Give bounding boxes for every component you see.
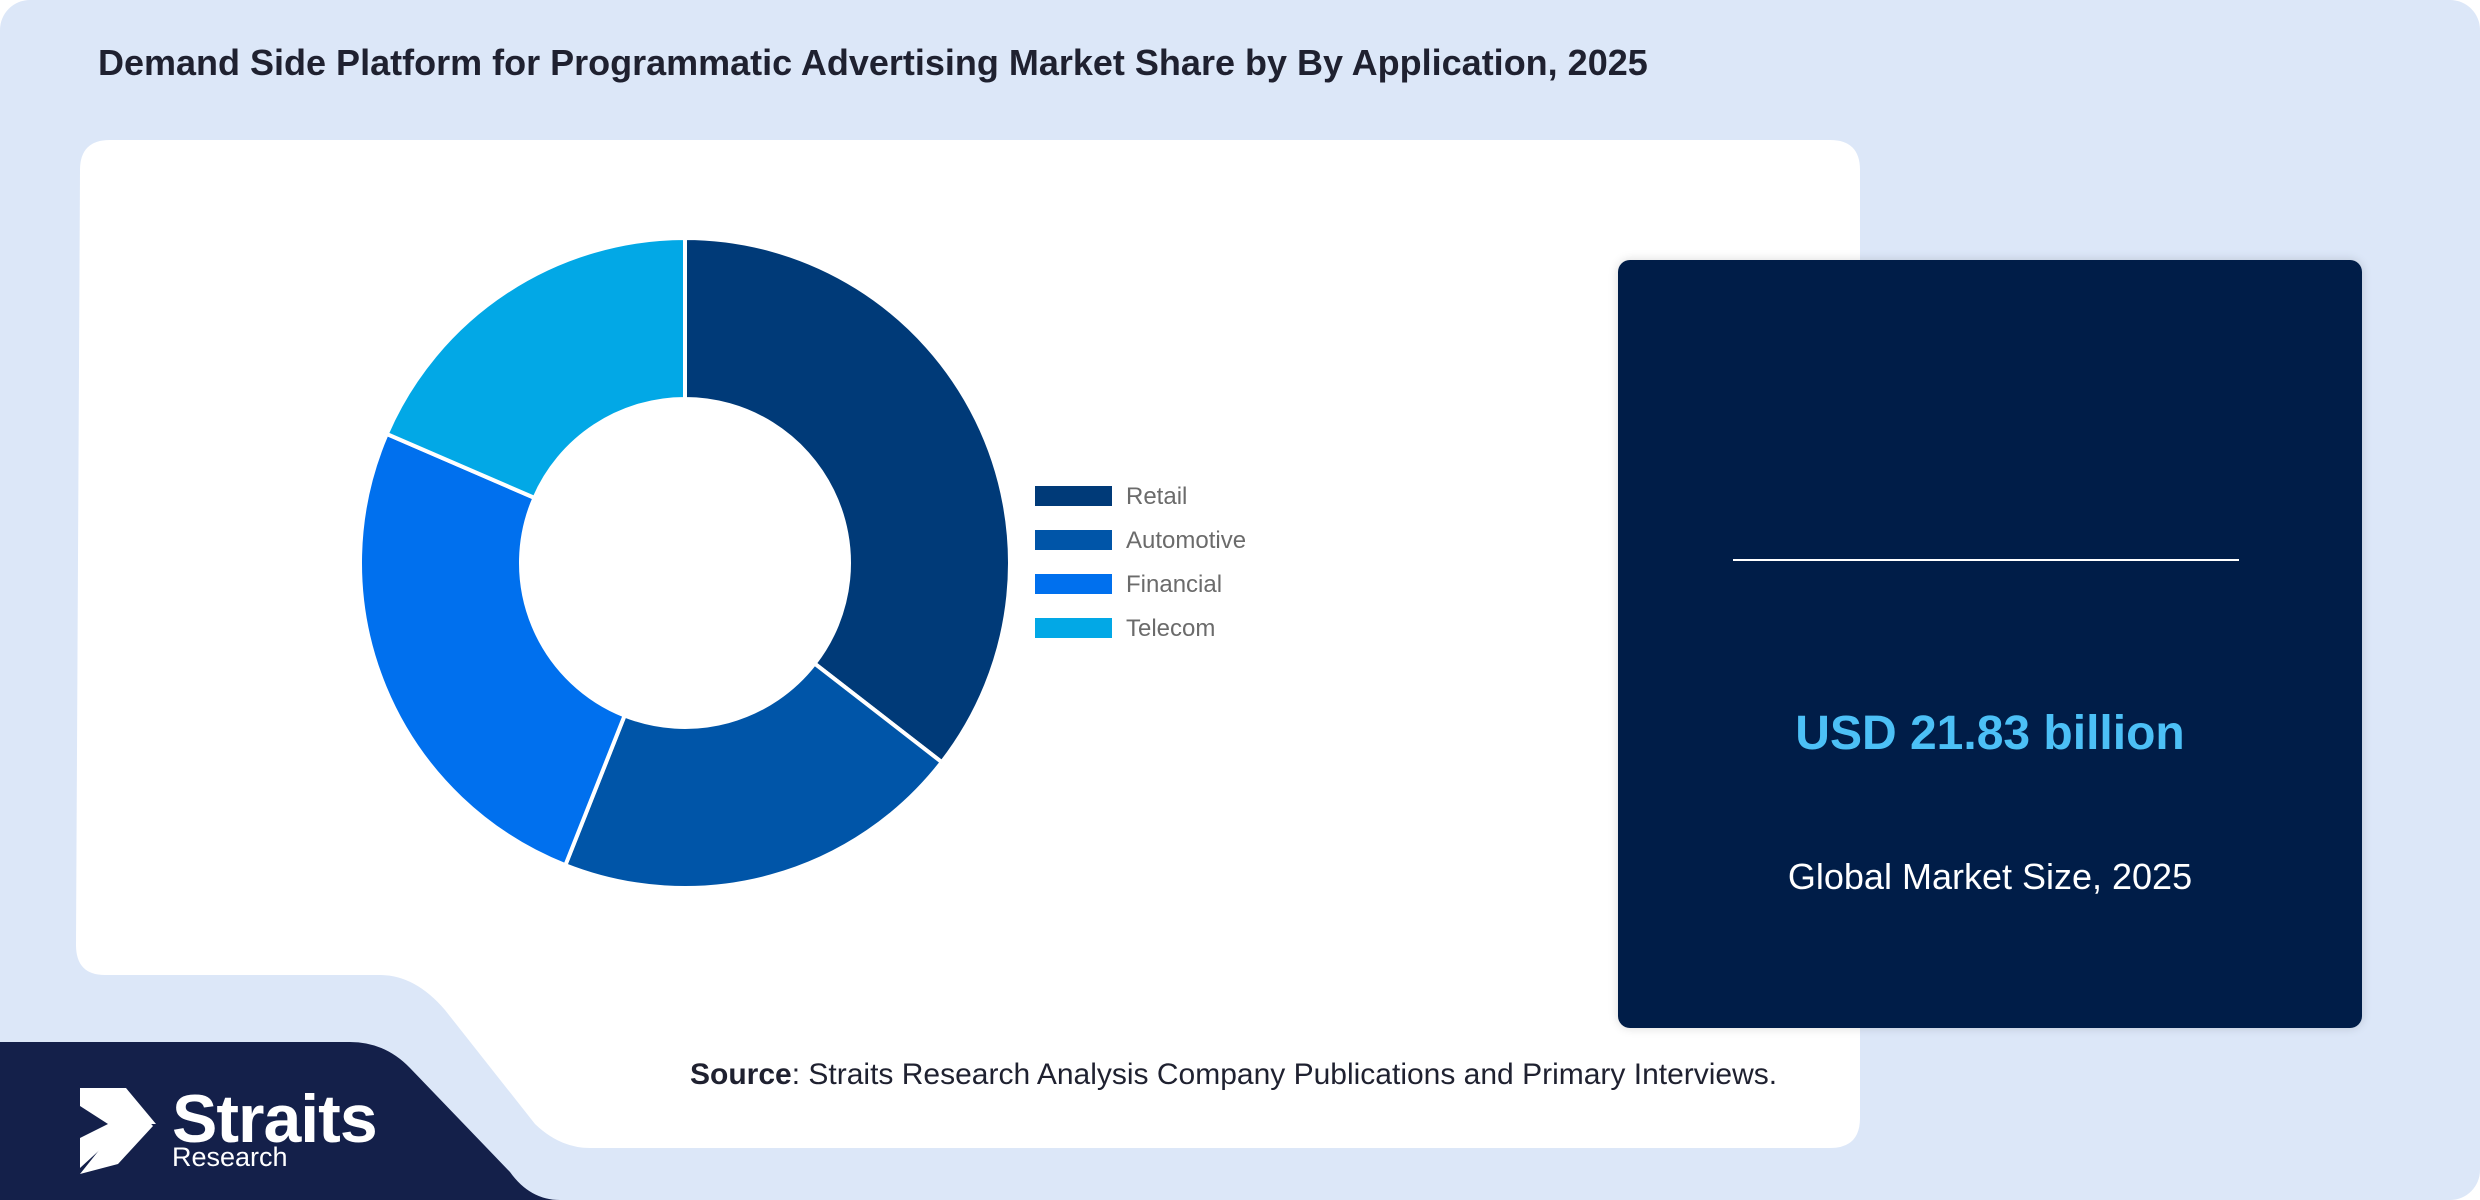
legend-swatch-telecom <box>1035 618 1112 638</box>
footer-band <box>0 1042 560 1200</box>
legend-swatch-financial <box>1035 574 1112 594</box>
legend-swatch-automotive <box>1035 530 1112 550</box>
market-size-caption: Global Market Size, 2025 <box>1787 856 2193 897</box>
source-note: Source: Straits Research Analysis Compan… <box>690 1058 1777 1092</box>
arrow-chevron-icon <box>80 1088 156 1174</box>
legend-label-retail: Retail <box>1126 483 1187 510</box>
slice-retail <box>683 235 1012 766</box>
legend-label-financial: Financial <box>1126 571 1222 598</box>
chart-legend: Retail Automotive Financial Telecom <box>1035 483 1246 642</box>
brand-sub: Research <box>172 1142 288 1172</box>
legend-label-automotive: Automotive <box>1126 527 1246 554</box>
legend-label-telecom: Telecom <box>1126 615 1215 642</box>
chart-title: Demand Side Platform for Programmatic Ad… <box>98 42 1648 83</box>
source-text: : Straits Research Analysis Company Publ… <box>791 1058 1778 1091</box>
brand-name: Straits <box>172 1081 378 1157</box>
market-size-value: USD 21.83 billion <box>1795 707 2185 760</box>
legend-swatch-retail <box>1035 486 1112 506</box>
donut-slices <box>358 235 1012 890</box>
slice-automotive <box>562 660 945 890</box>
card-divider <box>1733 559 2239 561</box>
source-label: Source <box>690 1058 792 1091</box>
slice-financial <box>358 431 628 868</box>
slice-telecom <box>384 235 687 501</box>
market-size-card: USD 21.83 billion Global Market Size, 20… <box>1618 260 2362 1028</box>
